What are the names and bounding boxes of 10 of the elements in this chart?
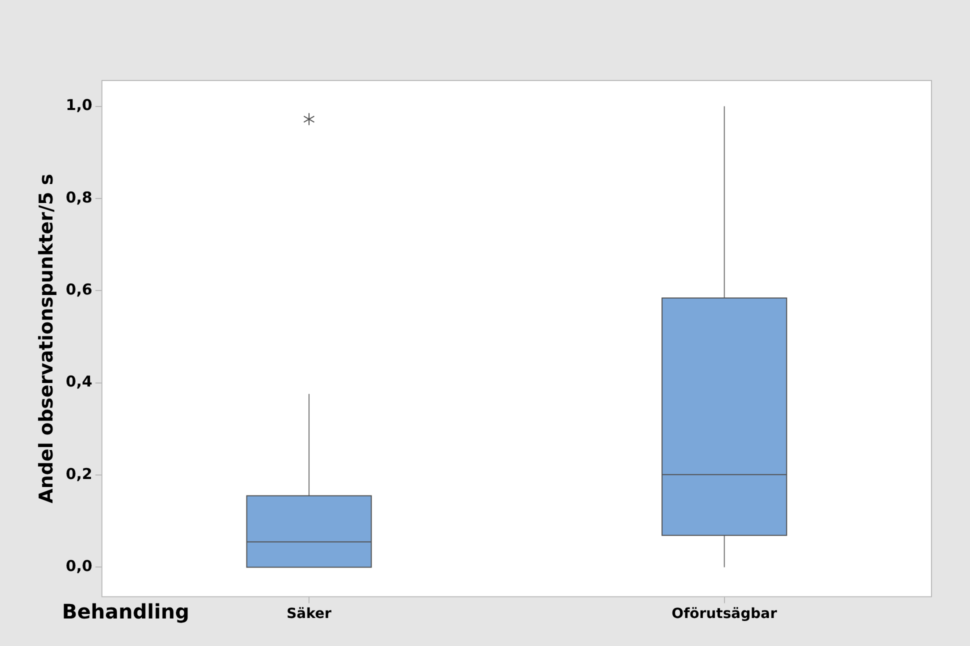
y-tick-label: 0,4 — [66, 372, 92, 391]
y-axis-title: Andel observationspunkter/5 s — [35, 174, 58, 504]
y-tick-label: 1,0 — [66, 96, 92, 114]
x-tick-label: Säker — [286, 606, 332, 622]
y-tick-label: 0,8 — [66, 188, 92, 206]
y-tick-label: 0,6 — [66, 280, 92, 299]
x-tick-label: Oförutsägbar — [672, 606, 778, 622]
x-axis-title: Behandling — [62, 599, 190, 624]
y-tick-label: 0,0 — [66, 557, 92, 576]
y-tick-label: 0,2 — [66, 464, 92, 483]
